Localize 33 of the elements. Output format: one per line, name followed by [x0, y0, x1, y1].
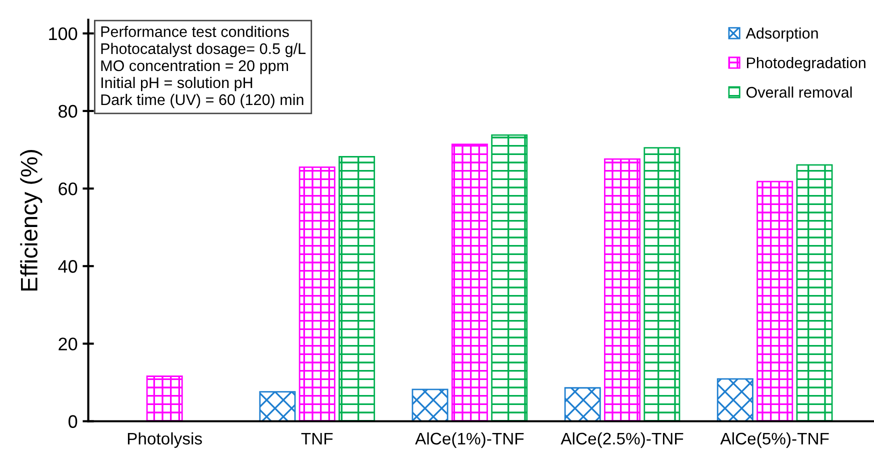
annotation: Initial pH = solution pH [101, 76, 252, 92]
bar [338, 156, 376, 422]
annotation: Performance test conditions [101, 26, 289, 38]
y-tick-label: 0 [68, 415, 78, 428]
annotation: Photocatalyst dosage= 0.5 g/L [101, 42, 306, 58]
y-tick-label: 100 [49, 27, 78, 40]
bar [756, 180, 794, 422]
y-tick-label: 80 [58, 104, 78, 118]
bar [412, 388, 448, 422]
bar [146, 376, 183, 422]
bar [604, 158, 641, 422]
x-tick-label: AlCe(2.5%)-TNF [560, 432, 684, 448]
legend-label: Overall removal [746, 86, 852, 98]
bar [644, 147, 680, 422]
bar [491, 134, 528, 422]
x-tick-label: Photolysis [128, 432, 202, 448]
x-tick-label: AlCe(5%)-TNF [720, 432, 829, 448]
y-tick-label: 40 [58, 260, 78, 273]
y-tick-label: 20 [58, 338, 78, 350]
legend-label: Adsorption [746, 27, 818, 42]
bar [716, 378, 754, 422]
annotation: Dark time (UV) = 60 (120) min [101, 94, 304, 108]
bar [564, 387, 601, 422]
annotation: MO concentration = 20 ppm [101, 60, 288, 74]
bar [451, 144, 488, 422]
bar [796, 164, 833, 422]
x-tick-label: TNF [301, 432, 333, 444]
x-tick-label: AlCe(1%)-TNF [415, 432, 524, 448]
y-axis-title: Efficiency (%) [20, 150, 42, 291]
bar [259, 391, 296, 422]
legend-label: Photodegradation [747, 57, 866, 72]
y-tick-label: 60 [58, 182, 78, 196]
bar [298, 166, 336, 422]
